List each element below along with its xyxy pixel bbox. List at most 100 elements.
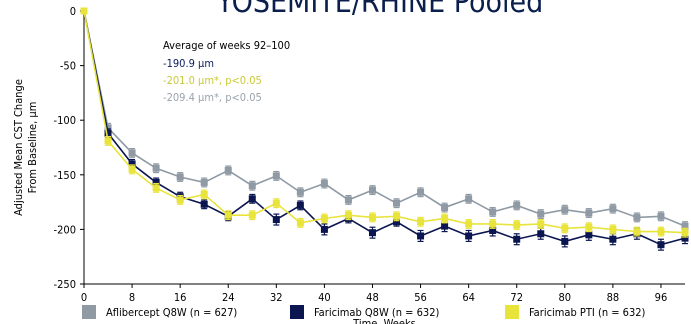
x-tick-label: 32 bbox=[270, 291, 283, 304]
data-point bbox=[296, 219, 304, 227]
y-tick-label: -50 bbox=[60, 60, 76, 73]
data-point bbox=[585, 209, 593, 217]
data-point bbox=[609, 205, 617, 213]
data-point bbox=[561, 224, 569, 232]
legend-label: Faricimab PTI (n = 632) bbox=[529, 306, 646, 319]
data-point bbox=[128, 160, 136, 168]
data-point bbox=[681, 234, 689, 242]
axes: 0 -50 -100 -150 -200 -250 0 8 16 24 32 40 48 56 64 72 80… bbox=[12, 5, 685, 324]
data-point bbox=[248, 182, 256, 190]
data-point bbox=[465, 232, 473, 240]
data-point bbox=[609, 235, 617, 243]
data-point bbox=[224, 166, 232, 174]
data-point bbox=[585, 223, 593, 231]
average-annotation: Average of weeks 92–100 -190.9 µm -201.0 µ… bbox=[163, 39, 290, 104]
data-point bbox=[320, 225, 328, 233]
data-point bbox=[272, 199, 280, 207]
data-point bbox=[561, 237, 569, 245]
data-point bbox=[272, 216, 280, 224]
annotation-line: -201.0 µm*, p<0.05 bbox=[163, 74, 262, 87]
data-point bbox=[368, 213, 376, 221]
data-point bbox=[393, 212, 401, 220]
data-point bbox=[513, 235, 521, 243]
data-point bbox=[537, 210, 545, 218]
x-tick-label: 16 bbox=[174, 291, 187, 304]
data-point bbox=[272, 172, 280, 180]
data-point bbox=[344, 211, 352, 219]
data-point bbox=[393, 218, 401, 226]
data-point bbox=[465, 195, 473, 203]
data-point bbox=[393, 199, 401, 207]
legend-swatch bbox=[290, 305, 304, 319]
data-point bbox=[441, 204, 449, 212]
data-point bbox=[441, 222, 449, 230]
y-tick-label: -150 bbox=[54, 169, 76, 182]
data-point bbox=[152, 184, 160, 192]
series-line bbox=[83, 10, 686, 246]
data-point bbox=[417, 218, 425, 226]
data-point bbox=[152, 178, 160, 186]
data-point bbox=[681, 229, 689, 237]
data-point bbox=[152, 164, 160, 172]
x-tick-label: 40 bbox=[318, 291, 331, 304]
legend-swatch bbox=[505, 305, 519, 319]
y-tick-label: 0 bbox=[70, 5, 76, 18]
data-point bbox=[489, 226, 497, 234]
data-point bbox=[561, 206, 569, 214]
data-point bbox=[441, 214, 449, 222]
data-point bbox=[489, 208, 497, 216]
y-axis-label: From Baseline, µm bbox=[26, 102, 39, 194]
data-point bbox=[200, 190, 208, 198]
data-point bbox=[417, 188, 425, 196]
data-point bbox=[609, 225, 617, 233]
x-tick-label: 64 bbox=[462, 291, 475, 304]
data-point bbox=[320, 180, 328, 188]
data-point bbox=[176, 173, 184, 181]
data-point bbox=[537, 220, 545, 228]
series-line bbox=[83, 10, 686, 234]
annotation-line: -190.9 µm bbox=[163, 57, 214, 70]
data-point bbox=[200, 178, 208, 186]
legend-swatch bbox=[82, 305, 96, 319]
x-axis-label: Time, Weeks bbox=[352, 317, 416, 324]
data-point bbox=[681, 222, 689, 230]
data-point bbox=[320, 214, 328, 222]
data-point bbox=[657, 212, 665, 220]
data-point bbox=[200, 200, 208, 208]
x-tick-label: 72 bbox=[510, 291, 523, 304]
data-point bbox=[465, 220, 473, 228]
y-tick-label: -250 bbox=[54, 278, 76, 291]
legend-label: Aflibercept Q8W (n = 627) bbox=[106, 306, 237, 319]
data-point bbox=[489, 220, 497, 228]
annotation-line: -209.4 µm*, p<0.05 bbox=[163, 91, 262, 104]
data-point bbox=[104, 137, 112, 145]
data-point bbox=[176, 196, 184, 204]
data-point bbox=[104, 124, 112, 132]
data-point bbox=[513, 221, 521, 229]
x-tick-label: 80 bbox=[559, 291, 572, 304]
data-point bbox=[248, 211, 256, 219]
data-point bbox=[368, 229, 376, 237]
data-point bbox=[633, 228, 641, 236]
annotation-header: Average of weeks 92–100 bbox=[163, 39, 290, 52]
data-point bbox=[128, 149, 136, 157]
data-point bbox=[104, 129, 112, 137]
x-tick-label: 56 bbox=[414, 291, 427, 304]
legend-label: Faricimab Q8W (n = 632) bbox=[314, 306, 439, 319]
x-tick-label: 48 bbox=[366, 291, 379, 304]
data-point bbox=[224, 211, 232, 219]
data-point bbox=[296, 188, 304, 196]
data-point bbox=[633, 213, 641, 221]
data-point bbox=[128, 165, 136, 173]
data-point bbox=[513, 201, 521, 209]
data-point bbox=[248, 195, 256, 203]
x-tick-label: 24 bbox=[222, 291, 235, 304]
data-point bbox=[417, 232, 425, 240]
y-tick-label: -200 bbox=[54, 223, 76, 236]
data-point bbox=[657, 228, 665, 236]
data-point bbox=[344, 196, 352, 204]
series-2 bbox=[80, 7, 689, 238]
data-point bbox=[537, 230, 545, 238]
y-axis-label: Adjusted Mean CST Change bbox=[12, 79, 25, 216]
